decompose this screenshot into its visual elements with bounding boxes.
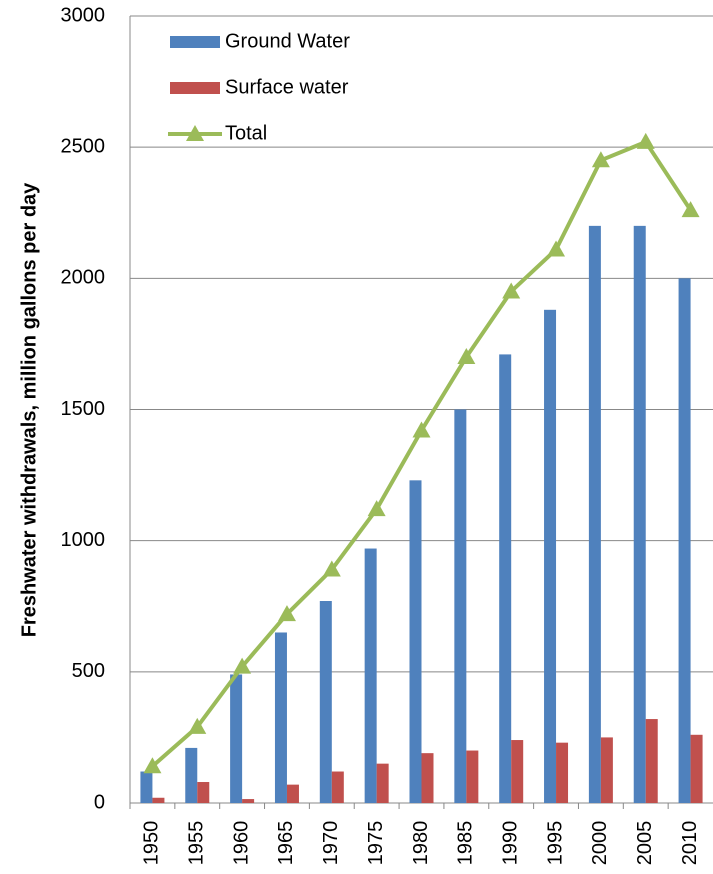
bar <box>466 750 479 803</box>
marker <box>591 151 610 168</box>
bar <box>556 742 569 803</box>
x-tick-label: 2005 <box>634 821 656 866</box>
bar <box>645 719 658 803</box>
marker <box>367 500 386 517</box>
x-tick-label: 1950 <box>141 821 163 866</box>
bar <box>274 632 287 803</box>
marker <box>457 348 476 365</box>
bar <box>152 797 165 803</box>
marker <box>233 657 252 674</box>
y-tick-label: 3000 <box>61 4 106 26</box>
y-tick-label: 1000 <box>61 529 106 551</box>
bar <box>319 601 332 803</box>
y-tick-label: 2000 <box>61 267 106 289</box>
marker <box>322 560 341 577</box>
x-tick-label: 1995 <box>544 821 566 866</box>
x-tick-label: 1955 <box>186 821 208 866</box>
x-tick-label: 1975 <box>365 821 387 866</box>
bar <box>197 782 210 803</box>
x-tick-label: 1980 <box>410 821 432 866</box>
x-tick-label: 1960 <box>230 821 252 866</box>
bar <box>242 799 255 803</box>
bar <box>140 771 153 803</box>
bar <box>454 409 467 803</box>
bar <box>588 225 601 803</box>
x-tick-label: 2000 <box>589 821 611 866</box>
bar <box>376 763 389 803</box>
y-tick-label: 0 <box>94 791 105 813</box>
bar <box>499 354 512 803</box>
marker <box>277 605 296 622</box>
marker <box>547 240 566 257</box>
x-tick-label: 1970 <box>320 821 342 866</box>
marker <box>502 282 521 299</box>
x-tick-label: 1965 <box>275 821 297 866</box>
bar <box>409 480 422 803</box>
y-tick-label: 1500 <box>61 398 106 420</box>
bar <box>633 225 646 803</box>
x-tick-label: 1990 <box>499 821 521 866</box>
bar <box>185 747 198 803</box>
bar <box>690 734 703 803</box>
bar <box>544 309 557 803</box>
bar <box>600 737 613 803</box>
y-axis-label: Freshwater withdrawals, million gallons … <box>18 182 40 637</box>
y-tick-label: 500 <box>72 660 105 682</box>
marker <box>143 757 162 774</box>
bar <box>286 784 299 803</box>
bar <box>678 278 691 803</box>
legend-swatch <box>170 82 220 94</box>
bar <box>230 674 243 803</box>
marker <box>636 132 655 149</box>
x-tick-label: 2010 <box>679 821 701 866</box>
marker <box>681 201 700 218</box>
marker <box>412 421 431 438</box>
marker <box>188 717 207 734</box>
bar <box>331 771 344 803</box>
legend-label: Ground Water <box>225 30 350 52</box>
legend-label: Surface water <box>225 76 349 98</box>
bar <box>511 740 524 803</box>
y-tick-label: 2500 <box>61 135 106 157</box>
legend-marker <box>186 125 204 141</box>
legend-swatch <box>170 36 220 48</box>
bar <box>364 548 377 803</box>
legend-label: Total <box>225 122 267 144</box>
x-tick-label: 1985 <box>455 821 477 866</box>
bar <box>421 753 434 803</box>
